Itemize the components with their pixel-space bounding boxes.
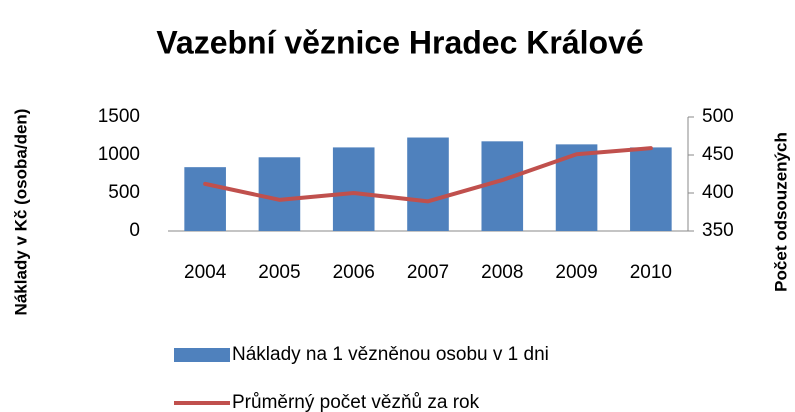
bar xyxy=(332,147,375,231)
legend-label: Náklady na 1 vězněnou osobu v 1 dni xyxy=(232,344,549,365)
bar xyxy=(407,137,449,231)
y2-tick-label: 400 xyxy=(702,182,734,203)
x-tick-label: 2006 xyxy=(333,262,375,283)
legend-label: Průměrný počet vězňů za rok xyxy=(232,392,480,412)
y2-tick-label: 350 xyxy=(702,220,734,241)
y2-tick-label: 500 xyxy=(702,106,734,127)
bar xyxy=(630,147,672,231)
bar xyxy=(481,141,524,231)
y-tick-label: 1500 xyxy=(98,106,140,127)
x-tick-label: 2004 xyxy=(184,262,227,283)
y-tick-label: 1000 xyxy=(98,144,140,165)
chart-title: Vazební věznice Hradec Králové xyxy=(156,24,643,60)
y2-tick-label: 450 xyxy=(702,144,734,165)
y2-axis-title: Počet odsouzených xyxy=(771,132,790,292)
x-tick-label: 2007 xyxy=(407,262,449,283)
legend-swatch xyxy=(174,348,230,362)
y-tick-label: 500 xyxy=(108,182,140,203)
line xyxy=(203,146,653,204)
x-tick-label: 2005 xyxy=(258,262,300,283)
x-tick-label: 2010 xyxy=(630,262,672,283)
x-tick-label: 2008 xyxy=(481,262,523,283)
bar xyxy=(184,167,226,231)
bar xyxy=(258,157,301,231)
y-axis-title: Náklady v Kč (osoba/den) xyxy=(11,109,30,316)
y-tick-label: 0 xyxy=(129,220,140,241)
x-tick-label: 2009 xyxy=(555,262,597,283)
